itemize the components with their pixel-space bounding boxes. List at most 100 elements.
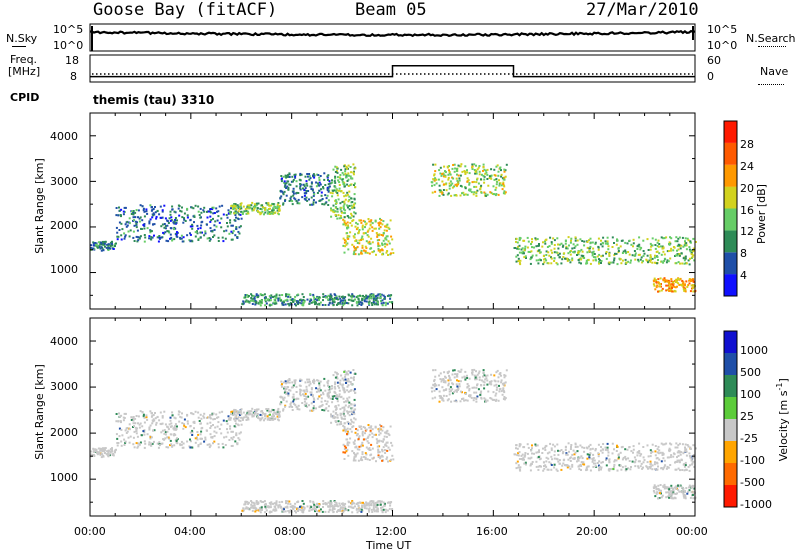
velocity-echo <box>358 425 361 428</box>
velocity-echo <box>287 394 290 397</box>
velocity-echo <box>353 502 356 505</box>
velocity-echo <box>303 398 306 400</box>
power-echo <box>354 212 357 215</box>
velocity-echo <box>252 415 255 418</box>
velocity-echo <box>345 446 347 449</box>
power-echo <box>441 180 444 183</box>
power-echo <box>336 176 339 179</box>
power-echo <box>332 210 335 213</box>
velocity-echo <box>473 386 476 389</box>
velocity-echo <box>453 376 456 379</box>
power-echo <box>342 205 345 208</box>
velocity-echo <box>651 464 654 467</box>
power-echo <box>617 247 620 250</box>
velocity-echo <box>332 416 335 419</box>
velocity-echo <box>345 428 347 431</box>
power-echo <box>247 295 250 297</box>
velocity-echo <box>475 391 478 394</box>
velocity-echo <box>529 469 532 472</box>
power-echo <box>671 287 673 289</box>
power-echo <box>627 260 630 263</box>
power-echo <box>565 247 568 250</box>
velocity-echo <box>647 455 650 458</box>
power-echo <box>242 205 245 208</box>
velocity-echo <box>586 447 589 450</box>
velocity-echo <box>127 436 130 439</box>
power-echo <box>295 300 298 303</box>
power-echo <box>691 278 694 281</box>
power-echo <box>519 263 522 266</box>
power-echo <box>500 184 503 187</box>
velocity-echo <box>682 487 685 490</box>
power-echo <box>581 255 584 258</box>
velocity-echo <box>661 494 664 497</box>
power-echo <box>340 206 343 209</box>
velocity-echo <box>453 391 456 394</box>
power-echo <box>169 227 172 230</box>
power-echo <box>264 206 267 209</box>
velocity-echo <box>281 509 284 512</box>
velocity-echo <box>137 415 140 418</box>
power-echo <box>605 257 608 260</box>
power-echo <box>90 247 93 250</box>
power-echo <box>270 204 273 207</box>
power-echo <box>574 236 577 239</box>
power-echo <box>464 193 467 196</box>
power-echo <box>628 239 631 242</box>
velocity-echo <box>637 460 640 463</box>
velocity-echo <box>694 447 697 450</box>
velocity-echo <box>688 489 691 492</box>
velocity-echo <box>321 403 324 406</box>
power-echo <box>353 184 355 186</box>
velocity-echo <box>647 467 649 470</box>
velocity-echo <box>299 378 302 381</box>
power-echo <box>335 166 338 169</box>
velocity-echo <box>100 448 103 450</box>
velocity-echo <box>344 375 347 378</box>
velocity-echo <box>148 443 151 446</box>
power-echo <box>586 251 589 254</box>
velocity-echo <box>670 484 673 487</box>
power-echo <box>290 180 293 183</box>
power-echo <box>560 262 563 265</box>
power-echo <box>233 203 236 206</box>
power-echo <box>169 219 172 222</box>
power-echo <box>477 166 480 169</box>
velocity-echo <box>495 398 498 401</box>
power-echo <box>143 215 146 218</box>
power-echo <box>328 189 331 192</box>
power-echo <box>258 300 261 302</box>
velocity-echo <box>360 445 362 448</box>
power-echo <box>230 224 233 227</box>
velocity-echo <box>342 511 345 514</box>
power-echo <box>476 177 479 180</box>
power-echo <box>364 251 367 254</box>
velocity-echo <box>361 434 364 437</box>
velocity-echo <box>622 456 625 459</box>
velocity-echo <box>251 413 254 416</box>
velocity-echo <box>320 405 323 407</box>
velocity-echo <box>242 507 245 510</box>
power-echo <box>360 219 362 222</box>
power-echo <box>683 287 686 290</box>
velocity-echo <box>503 374 506 377</box>
velocity-echo <box>299 391 302 393</box>
power-echo <box>289 183 292 186</box>
power-echo <box>656 245 659 248</box>
velocity-echo <box>390 458 392 461</box>
power-echo <box>354 248 357 251</box>
velocity-echo <box>327 505 330 508</box>
velocity-echo <box>439 396 442 399</box>
velocity-echo <box>504 374 507 377</box>
power-echo <box>310 181 313 184</box>
velocity-echo <box>557 449 559 452</box>
power-echo <box>569 241 572 244</box>
power-echo <box>134 220 137 223</box>
power-echo <box>498 179 500 182</box>
velocity-echo <box>143 416 146 419</box>
velocity-echo <box>684 450 687 453</box>
power-echo <box>229 211 232 214</box>
velocity-echo <box>197 433 200 436</box>
power-echo <box>503 170 506 173</box>
velocity-echo <box>637 466 640 469</box>
